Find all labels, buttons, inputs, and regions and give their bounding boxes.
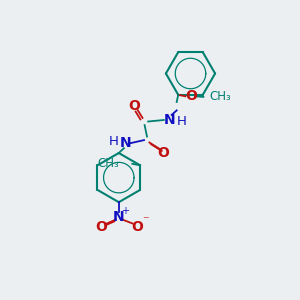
Text: +: + (121, 206, 129, 216)
Text: ⁻: ⁻ (142, 214, 149, 228)
Text: H: H (109, 135, 119, 148)
Text: O: O (128, 99, 140, 113)
Text: O: O (185, 89, 197, 103)
Text: N: N (113, 210, 124, 224)
Text: H: H (177, 115, 187, 128)
Text: N: N (164, 113, 175, 127)
Text: O: O (131, 220, 143, 234)
Text: N: N (120, 136, 131, 150)
Text: O: O (95, 220, 107, 234)
Text: CH₃: CH₃ (209, 90, 231, 104)
Text: CH₃: CH₃ (98, 157, 119, 170)
Text: O: O (158, 146, 169, 160)
